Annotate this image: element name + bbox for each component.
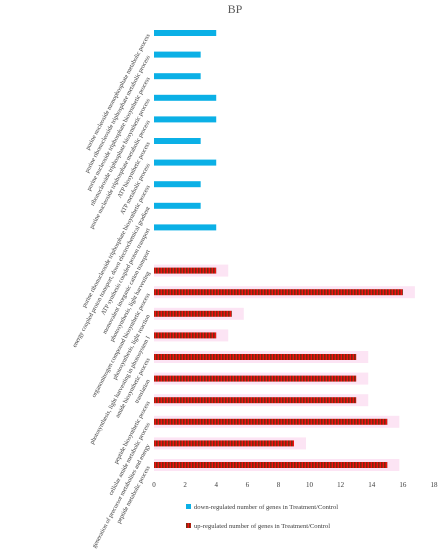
- bar-up-6: [154, 332, 217, 339]
- x-tick-16: 16: [399, 481, 407, 489]
- x-tick-4: 4: [214, 481, 218, 489]
- x-tick-8: 8: [277, 481, 281, 489]
- chart-title: BP: [228, 2, 243, 16]
- bar-down-15: [154, 138, 201, 144]
- bar-up-2: [154, 418, 388, 425]
- x-tick-14: 14: [368, 481, 376, 489]
- bar-down-11: [154, 224, 217, 231]
- bar-down-12: [154, 202, 201, 209]
- x-tick-2: 2: [183, 481, 187, 489]
- x-tick-6: 6: [246, 481, 250, 489]
- bar-up-8: [154, 289, 403, 296]
- legend: down-regulated number of genes in Treatm…: [186, 504, 338, 530]
- bar-down-19: [154, 51, 201, 58]
- bar-down-20: [154, 30, 217, 36]
- bar-down-13: [154, 181, 201, 188]
- legend-swatch-0: [186, 504, 191, 509]
- x-tick-18: 18: [431, 481, 439, 489]
- bar-up-9: [154, 267, 217, 274]
- bar-down-17: [154, 94, 217, 101]
- bar-up-3: [154, 397, 357, 404]
- legend-label-1: up-regulated number of genes in Treatmen…: [194, 523, 330, 530]
- bar-up-7: [154, 310, 232, 317]
- x-tick-10: 10: [306, 481, 314, 489]
- bar-down-16: [154, 116, 217, 123]
- x-tick-12: 12: [337, 481, 345, 489]
- legend-label-0: down-regulated number of genes in Treatm…: [194, 504, 338, 511]
- x-tick-0: 0: [152, 481, 156, 489]
- legend-swatch-1: [186, 523, 191, 528]
- bar-down-14: [154, 159, 217, 166]
- x-axis: 0 2 4 6 8 10 12 14 16 18: [152, 481, 438, 489]
- bar-up-4: [154, 375, 357, 382]
- bars-layer: [154, 30, 415, 471]
- bar-up-1: [154, 440, 294, 447]
- bar-up-0: [154, 462, 388, 468]
- bar-up-5: [154, 354, 357, 360]
- bar-down-18: [154, 73, 201, 80]
